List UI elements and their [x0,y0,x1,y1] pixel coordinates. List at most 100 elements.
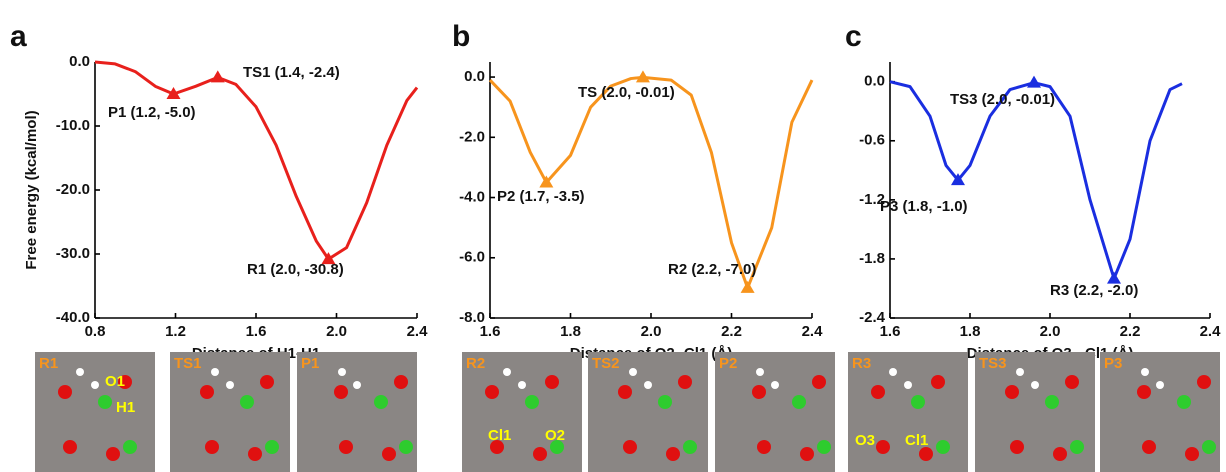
atom [1142,440,1156,454]
atom [931,375,945,389]
y-tick-label: -1.2 [859,191,885,208]
snapshot-label: P1 [301,355,319,372]
point-label: R1 (2.0, -30.8) [247,261,344,278]
point-label: P1 (1.2, -5.0) [108,104,196,121]
atom [503,368,511,376]
atom [518,381,526,389]
snapshot-label: TS3 [979,355,1007,372]
atom [757,440,771,454]
snapshot [1100,352,1220,472]
atom [800,447,814,461]
marker [635,70,650,83]
point-label: TS3 (2.0, -0.01) [950,91,1055,108]
atom [1031,381,1039,389]
atom [1177,395,1191,409]
atom [1202,440,1216,454]
atom [490,440,504,454]
x-tick-label: 2.0 [1040,323,1061,340]
atom [248,447,262,461]
x-tick-label: 1.6 [880,323,901,340]
atom [752,385,766,399]
point-label: P2 (1.7, -3.5) [497,188,585,205]
atom [1010,440,1024,454]
x-tick-label: 2.4 [407,323,429,340]
point-label: R2 (2.2, -7.0) [668,261,756,278]
panel-label: a [10,20,27,53]
atom [623,440,637,454]
marker [210,70,225,83]
y-tick-label: -30.0 [56,245,90,262]
atom [63,440,77,454]
atom [1156,381,1164,389]
atom [485,385,499,399]
snapshot [35,352,155,472]
atom [394,375,408,389]
x-tick-label: 2.2 [1120,323,1141,340]
atom [812,375,826,389]
x-tick-label: 1.6 [480,323,501,340]
x-tick-label: 2.0 [641,323,662,340]
atom [382,447,396,461]
energy-curve [488,75,814,290]
atom [211,368,219,376]
marker [166,87,181,99]
atom [106,447,120,461]
y-tick-label: -6.0 [459,249,485,266]
snapshot-label: R3 [852,355,871,372]
x-tick-label: 2.4 [1200,323,1222,340]
marker [321,252,336,265]
x-tick-label: 1.2 [165,323,186,340]
atom [200,385,214,399]
snapshot-label: P2 [719,355,737,372]
atom [1005,385,1019,399]
atom [260,375,274,389]
atom [550,440,564,454]
atom [683,440,697,454]
atom [118,375,132,389]
snapshot [462,352,582,472]
atom [644,381,652,389]
marker [951,173,965,186]
y-tick-label: 0.0 [69,53,90,70]
energy-curve [94,60,419,261]
atom [1137,385,1151,399]
atom [338,368,346,376]
snapshot [715,352,835,472]
atom [533,447,547,461]
atom [98,395,112,409]
y-tick-label: -8.0 [459,309,485,326]
atom [353,381,361,389]
y-tick-label: 0.0 [864,73,885,90]
y-tick-label: 0.0 [464,68,485,85]
energy-curve [889,80,1183,281]
y-axis-label: Free energy (kcal/mol) [23,110,40,269]
snapshot-label: R1 [39,355,58,372]
marker [1027,75,1041,88]
atom [889,368,897,376]
atom [399,440,413,454]
x-tick-label: 2.2 [721,323,742,340]
y-tick-label: -1.8 [859,250,885,267]
atom-label: O1 [105,373,125,390]
atom [919,447,933,461]
x-tick-label: 2.0 [326,323,347,340]
x-tick-label: 1.8 [560,323,581,340]
x-tick-label: 1.8 [960,323,981,340]
atom [240,395,254,409]
snapshot [848,352,968,472]
atom [936,440,950,454]
y-tick-label: -0.6 [859,132,885,149]
atom [265,440,279,454]
atom [374,395,388,409]
atom [1070,440,1084,454]
atom-label: O3 [855,432,875,449]
atom [678,375,692,389]
atom [771,381,779,389]
atom [1141,368,1149,376]
y-tick-label: -2.4 [859,309,886,326]
atom [666,447,680,461]
y-tick-label: -4.0 [459,188,485,205]
atom [1065,375,1079,389]
atom [629,368,637,376]
